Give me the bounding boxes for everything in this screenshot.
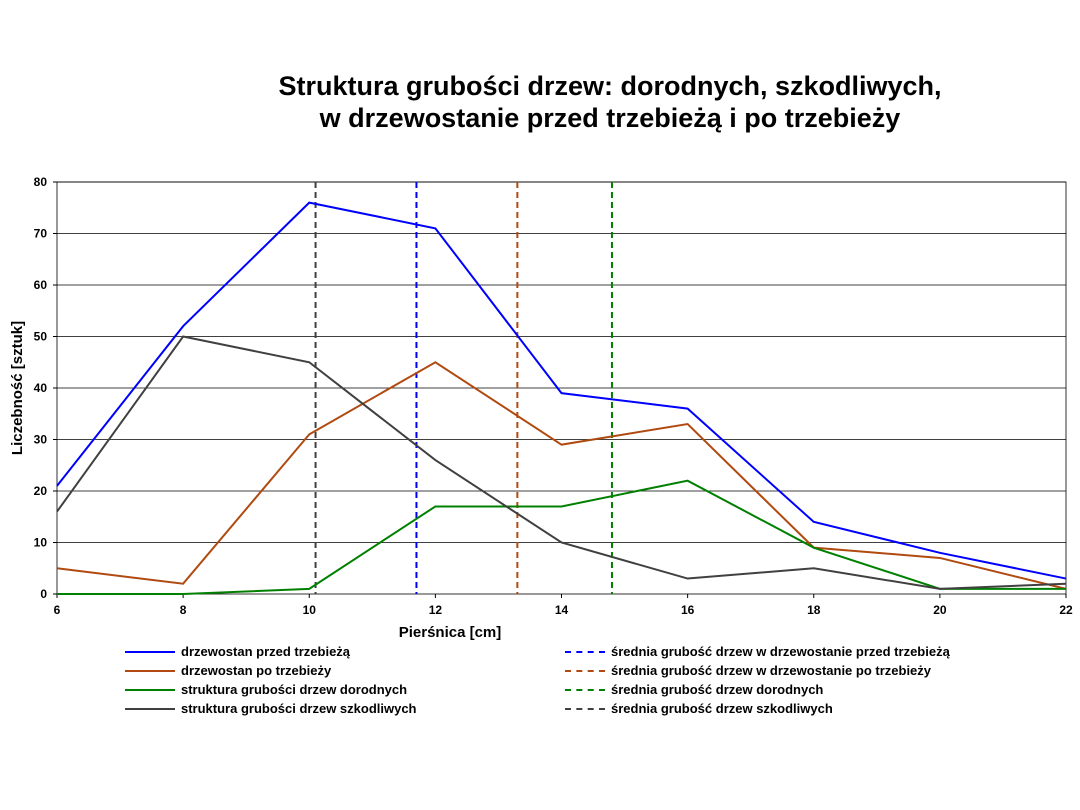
- x-tick-label: 16: [681, 603, 695, 617]
- y-tick-label: 10: [34, 536, 48, 550]
- y-tick-label: 80: [34, 175, 48, 189]
- legend-item: struktura grubości drzew dorodnych: [125, 680, 417, 699]
- plot-area: [56, 181, 1067, 595]
- legend-label: średnia grubość drzew dorodnych: [611, 682, 824, 697]
- legend-item: średnia grubość drzew dorodnych: [565, 680, 950, 699]
- legend-label: struktura grubości drzew szkodliwych: [181, 701, 417, 716]
- x-tick-label: 14: [555, 603, 569, 617]
- y-axis-label: Liczebność [sztuk]: [9, 321, 26, 455]
- x-tick-label: 20: [933, 603, 947, 617]
- x-tick-label: 12: [429, 603, 443, 617]
- legend-item: średnia grubość drzew w drzewostanie prz…: [565, 642, 950, 661]
- legend-swatch: [565, 688, 605, 691]
- x-tick-label: 8: [180, 603, 187, 617]
- legend-item: struktura grubości drzew szkodliwych: [125, 699, 417, 718]
- legend-means: średnia grubość drzew w drzewostanie prz…: [565, 642, 950, 718]
- series-line-2: [57, 479, 1066, 595]
- y-tick-label: 20: [34, 484, 48, 498]
- y-tick-label: 50: [34, 330, 48, 344]
- x-axis-label: Pierśnica [cm]: [399, 624, 502, 641]
- x-tick-label: 6: [54, 603, 61, 617]
- series-line-1: [56, 361, 1067, 590]
- legend-item: drzewostan przed trzebieżą: [125, 642, 417, 661]
- x-tick-label: 22: [1059, 603, 1073, 617]
- legend-swatch: [565, 669, 605, 672]
- x-tick-label: 10: [303, 603, 317, 617]
- y-tick-label: 30: [34, 433, 48, 447]
- legend-label: średnia grubość drzew szkodliwych: [611, 701, 833, 716]
- legend-label: struktura grubości drzew dorodnych: [181, 682, 408, 697]
- title-line-2: w drzewostanie przed trzebieżą i po trze…: [319, 103, 901, 133]
- legend-swatch: [125, 669, 175, 672]
- chart-title: Struktura grubości drzew: dorodnych, szk…: [200, 70, 1020, 134]
- legend-label: drzewostan przed trzebieżą: [181, 644, 351, 659]
- legend-label: średnia grubość drzew w drzewostanie po …: [611, 663, 932, 678]
- y-tick-label: 60: [34, 278, 48, 292]
- legend-item: drzewostan po trzebieży: [125, 661, 417, 680]
- series-line-0: [56, 201, 1067, 580]
- legend-swatch: [565, 707, 605, 710]
- legend-label: drzewostan po trzebieży: [181, 663, 332, 678]
- title-line-1: Struktura grubości drzew: dorodnych, szk…: [278, 71, 942, 101]
- y-tick-label: 0: [40, 587, 47, 601]
- legend-label: średnia grubość drzew w drzewostanie prz…: [611, 644, 950, 659]
- legend-lines: drzewostan przed trzebieżą drzewostan po …: [125, 642, 417, 718]
- y-tick-label: 40: [34, 381, 48, 395]
- x-tick-label: 18: [807, 603, 821, 617]
- legend-swatch: [125, 707, 175, 710]
- legend-swatch: [125, 650, 175, 653]
- legend-swatch: [125, 688, 175, 691]
- y-tick-label: 70: [34, 227, 48, 241]
- legend-item: średnia grubość drzew szkodliwych: [565, 699, 950, 718]
- legend-swatch: [565, 650, 605, 653]
- legend-item: średnia grubość drzew w drzewostanie po …: [565, 661, 950, 680]
- series-line-3: [56, 335, 1067, 590]
